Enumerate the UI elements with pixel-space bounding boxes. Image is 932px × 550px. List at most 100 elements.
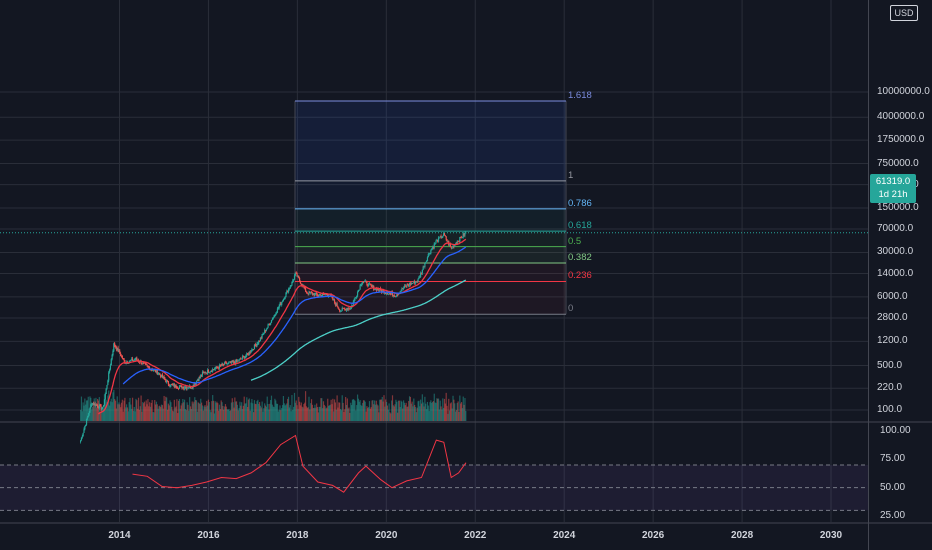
volume-bar — [116, 396, 118, 421]
volume-bar — [269, 403, 271, 421]
volume-bar — [224, 404, 227, 421]
volume-bar — [276, 403, 278, 421]
volume-bar — [443, 407, 445, 421]
volume-bar — [298, 396, 300, 421]
candle-body — [222, 363, 224, 365]
volume-bar — [381, 396, 383, 421]
candle-body — [96, 404, 98, 406]
candle-body — [408, 285, 410, 286]
volume-bar — [294, 402, 296, 421]
candle-body — [431, 247, 434, 250]
volume-bar — [125, 407, 127, 421]
candle-body — [273, 315, 275, 318]
volume-bar — [361, 406, 363, 421]
volume-bar — [300, 402, 302, 421]
candle-body — [284, 296, 286, 299]
candle-body — [429, 253, 431, 255]
volume-bar — [183, 399, 186, 421]
volume-bar — [143, 403, 145, 421]
candle-body — [458, 241, 460, 243]
volume-bar — [230, 402, 233, 421]
candle-body — [251, 349, 253, 352]
candle-body — [113, 343, 115, 351]
volume-bar — [311, 404, 313, 421]
volume-bar — [403, 402, 406, 421]
volume-bar — [204, 405, 206, 421]
candle-body — [144, 363, 146, 364]
volume-bar — [305, 406, 308, 421]
candle-body — [91, 404, 93, 406]
candle-body — [446, 239, 448, 242]
volume-bar — [325, 408, 327, 421]
volume-bar — [225, 406, 227, 421]
volume-bar — [139, 406, 141, 421]
currency-badge[interactable]: USD — [890, 5, 918, 21]
volume-bar — [402, 400, 405, 421]
volume-bar — [369, 408, 371, 421]
candle-body — [423, 266, 425, 268]
candle-body — [319, 294, 321, 296]
volume-bar — [315, 407, 317, 421]
candle-body — [449, 244, 452, 247]
candle-body — [117, 347, 119, 352]
candle-body — [190, 388, 192, 390]
volume-bar — [144, 406, 146, 421]
volume-bar — [309, 409, 311, 421]
candle-body — [127, 363, 129, 364]
volume-bar — [131, 408, 133, 421]
rsi-tick-label: 75.00 — [880, 453, 906, 465]
candle-body — [433, 243, 435, 248]
candle-body — [334, 302, 337, 306]
candle-body — [327, 294, 329, 296]
volume-bar — [310, 399, 313, 421]
candle-body — [221, 363, 223, 366]
volume-bar — [452, 395, 454, 421]
candle-body — [162, 376, 164, 378]
volume-bar — [274, 398, 276, 421]
candle-body — [235, 360, 237, 364]
volume-bar — [103, 408, 105, 421]
volume-bar — [438, 409, 440, 421]
volume-bar — [375, 400, 377, 421]
volume-bar — [322, 401, 325, 421]
candle-body — [397, 294, 399, 296]
volume-bar — [396, 401, 398, 421]
volume-bar — [107, 395, 109, 421]
candle-body — [180, 385, 182, 387]
price-tick-label: 1200.0 — [877, 335, 908, 347]
volume-bar — [233, 407, 235, 421]
candle-body — [196, 380, 198, 382]
volume-bar — [201, 402, 203, 421]
candle-body — [183, 387, 185, 389]
candle-body — [348, 308, 350, 310]
volume-bar — [133, 406, 135, 421]
volume-bar — [131, 397, 134, 421]
volume-bar — [194, 397, 196, 421]
volume-bar — [110, 398, 112, 421]
volume-bar — [143, 401, 146, 421]
volume-bar — [159, 405, 161, 421]
volume-bar — [378, 412, 380, 421]
volume-bar — [288, 407, 290, 421]
candle-body — [138, 361, 140, 363]
candle-body — [252, 349, 255, 350]
volume-bar — [104, 392, 106, 421]
candle-body — [188, 387, 190, 389]
candle-body — [291, 281, 293, 286]
volume-bar — [387, 409, 389, 421]
candle-body — [158, 373, 160, 375]
volume-bar — [345, 396, 347, 421]
volume-bar — [149, 406, 152, 421]
candle-body — [258, 340, 260, 344]
candle-body — [173, 384, 175, 387]
fib-level-label: 0 — [568, 303, 574, 315]
volume-bar — [447, 413, 449, 421]
volume-bar — [443, 398, 446, 421]
volume-bar — [435, 403, 437, 421]
volume-bar — [224, 406, 226, 421]
candle-body — [364, 280, 366, 282]
candle-body — [200, 374, 202, 378]
candle-body — [462, 233, 464, 238]
